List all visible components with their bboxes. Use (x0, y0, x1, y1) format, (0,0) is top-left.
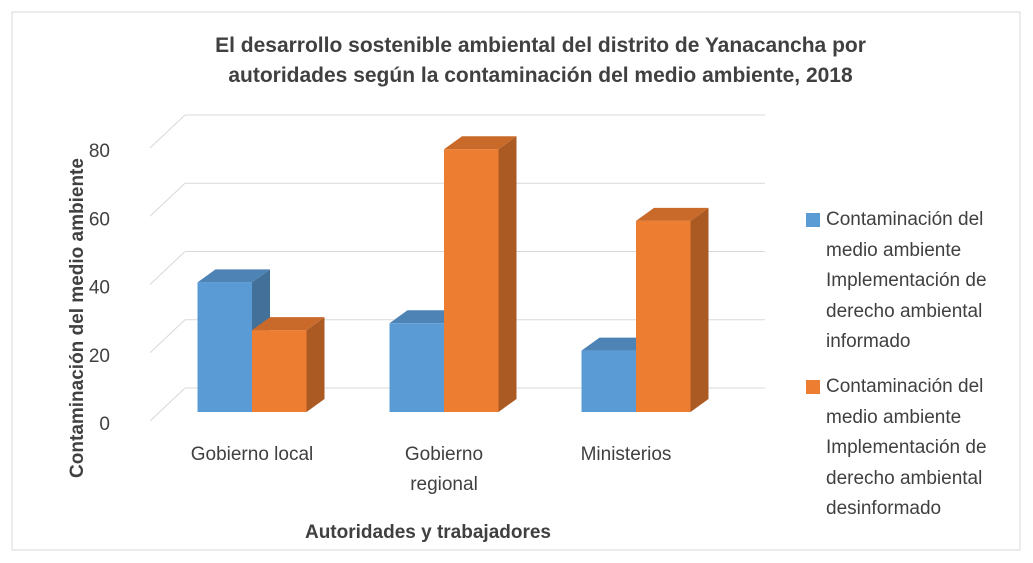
x-tick-label: Gobierno regional (404, 444, 484, 495)
grid-line-side (149, 182, 186, 217)
y-tick-label: 0 (99, 414, 110, 435)
x-tick-label: Gobierno local (190, 444, 314, 465)
bar-top (197, 269, 270, 283)
bar-top (636, 207, 709, 221)
bar (636, 207, 709, 412)
legend-swatch (806, 213, 820, 227)
bar (444, 136, 517, 413)
bar-front (252, 330, 307, 412)
chart-border (11, 11, 1021, 551)
y-tick-label: 20 (89, 346, 110, 367)
grid-line-side (149, 251, 186, 285)
bar-front (581, 350, 636, 412)
bar-top (252, 317, 325, 331)
legend-swatch (806, 380, 820, 394)
legend-label: Contaminación del medio ambiente Impleme… (826, 209, 987, 352)
x-axis-label: Autoridades y trabajadores (305, 522, 551, 543)
x-tick-label: Ministerios (580, 444, 672, 465)
bar-front (636, 220, 691, 412)
y-axis-label: Contaminación del medio ambiente (67, 158, 88, 478)
bar-top (581, 337, 654, 351)
bar (252, 317, 325, 412)
bar-side (306, 317, 325, 412)
legend-entry: Contaminación del medio ambiente Impleme… (806, 372, 1021, 525)
legend-entry: Contaminación del medio ambiente Impleme… (806, 205, 1021, 358)
bar-top (389, 310, 462, 324)
grid-line-side (149, 114, 186, 149)
bar-side (690, 207, 709, 412)
bar-side (498, 136, 517, 413)
bar-front (389, 323, 444, 412)
bar-front (197, 282, 252, 412)
y-tick-label: 40 (89, 278, 110, 299)
chart-title: El desarrollo sostenible ambiental del d… (215, 34, 866, 87)
grid-line-side (149, 319, 186, 354)
grid-line-side (149, 387, 186, 422)
y-tick-label: 80 (89, 141, 110, 162)
bar-front (444, 149, 499, 413)
bar-top (444, 136, 517, 150)
y-tick-label: 60 (89, 209, 110, 230)
legend-label: Contaminación del medio ambiente Impleme… (826, 376, 987, 519)
